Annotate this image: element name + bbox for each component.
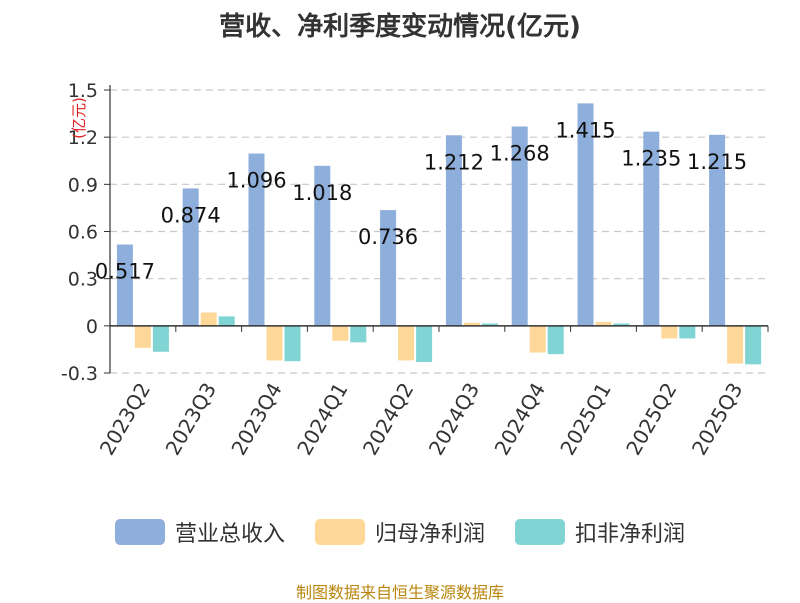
bar-revenue	[577, 103, 594, 326]
data-label-revenue: 0.736	[358, 225, 418, 249]
y-tick-label: -0.3	[61, 363, 98, 385]
chart-title: 营收、净利季度变动情况(亿元)	[219, 12, 581, 42]
source-note: 制图数据来自恒生聚源数据库	[295, 583, 504, 602]
legend-swatch-deducted-profit	[515, 519, 565, 545]
bar-revenue	[511, 126, 528, 326]
legend-item-deducted-profit[interactable]: 扣非净利润	[515, 516, 685, 548]
bar-net-profit	[661, 325, 678, 339]
data-label-revenue: 1.212	[424, 150, 484, 174]
bar-net-profit	[134, 325, 151, 348]
y-axis-label: (亿元)	[70, 97, 88, 139]
legend-label-deducted-profit: 扣非净利润	[575, 522, 686, 547]
bar-revenue	[709, 134, 726, 326]
legend-label-revenue: 营业总收入	[174, 522, 285, 547]
x-tick-label: 2025Q3	[687, 379, 747, 460]
legend-item-net-profit[interactable]: 归母净利润	[314, 516, 485, 548]
bar-revenue	[182, 188, 199, 326]
bar-deducted-profit	[350, 325, 367, 343]
y-tick-label: 0.3	[68, 269, 98, 291]
bar-revenue	[445, 135, 462, 326]
bar-deducted-profit	[416, 325, 433, 362]
bar-deducted-profit	[152, 325, 169, 352]
data-label-revenue: 1.096	[226, 169, 286, 193]
bar-deducted-profit	[679, 325, 696, 339]
legend-item-revenue[interactable]: 营业总收入	[114, 516, 285, 548]
y-tick-label: 0	[86, 316, 98, 338]
bar-deducted-profit	[547, 325, 564, 355]
x-tick-label: 2024Q3	[424, 379, 484, 460]
bar-net-profit	[332, 325, 349, 341]
legend-swatch-net-profit	[314, 519, 365, 545]
bar-net-profit	[398, 325, 415, 361]
x-tick-label: 2023Q4	[226, 379, 286, 460]
x-tick-label: 2023Q2	[95, 379, 155, 460]
x-tick-label: 2025Q2	[621, 379, 681, 460]
bar-deducted-profit	[218, 316, 235, 326]
data-label-revenue: 1.235	[621, 147, 681, 171]
bar-deducted-profit	[284, 325, 301, 362]
bar-deducted-profit	[745, 325, 762, 365]
y-tick-label: 0.6	[68, 222, 98, 244]
legend-label-net-profit: 归母净利润	[374, 522, 485, 547]
bar-deducted-profit	[481, 323, 498, 326]
data-label-revenue: 1.018	[292, 181, 352, 205]
bar-net-profit	[595, 321, 612, 326]
data-label-revenue: 1.268	[490, 141, 550, 165]
data-label-revenue: 0.874	[161, 203, 221, 227]
bar-net-profit	[463, 322, 480, 326]
bar-net-profit	[529, 325, 546, 353]
data-label-revenue: 0.517	[95, 260, 155, 284]
data-label-revenue: 1.415	[555, 118, 615, 142]
x-tick-label: 2024Q1	[292, 379, 352, 460]
legend: 营业总收入 归母净利润 扣非净利润	[0, 516, 800, 548]
bar-revenue	[116, 244, 133, 326]
y-tick-label: 1.2	[68, 127, 98, 149]
y-tick-label: 1.5	[68, 80, 98, 102]
data-label-revenue: 1.215	[687, 150, 747, 174]
bar-revenue	[248, 153, 265, 326]
x-tick-label: 2024Q2	[358, 379, 418, 460]
bar-revenue	[314, 165, 331, 326]
x-tick-label: 2024Q4	[490, 379, 550, 460]
bar-net-profit	[727, 325, 744, 364]
y-tick-label: 0.9	[68, 174, 98, 196]
bar-net-profit	[200, 312, 217, 326]
legend-swatch-revenue	[114, 519, 165, 545]
bar-deducted-profit	[613, 323, 630, 326]
x-tick-label: 2023Q3	[161, 379, 221, 460]
bar-net-profit	[266, 325, 283, 361]
x-tick-label: 2025Q1	[555, 379, 615, 460]
bar-revenue	[380, 210, 397, 326]
bar-revenue	[643, 131, 660, 326]
